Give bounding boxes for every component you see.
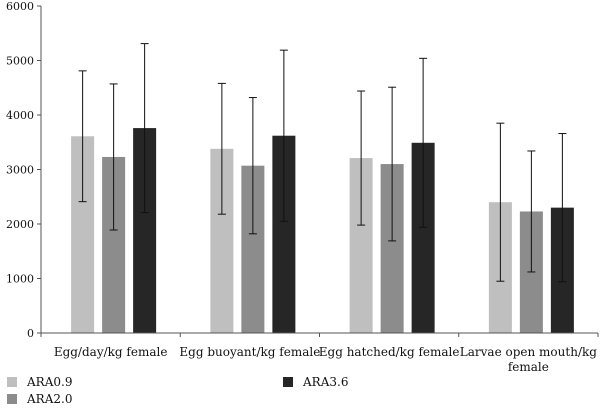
y-tick-label: 3000 (6, 164, 34, 177)
bar-ara0-9 (71, 136, 95, 333)
axis-labels: 0 1000 2000 3000 4000 5000 6000 Egg/day/kg fema… (6, 0, 597, 374)
y-tick-label: 6000 (6, 0, 34, 13)
y-tick-label: 2000 (6, 218, 34, 231)
legend-label-ara3-6: ARA3.6 (302, 375, 348, 389)
bar-ara0-9 (210, 148, 234, 333)
bars-group (71, 128, 574, 333)
bar-ara3-6 (272, 135, 296, 333)
legend-swatch-ara2-0 (7, 394, 17, 404)
bar-ara2-0 (380, 164, 404, 333)
y-tick-label: 0 (27, 327, 34, 340)
x-category-label: Egg/day/kg female (54, 345, 168, 359)
legend-label-ara2-0: ARA2.0 (26, 392, 72, 406)
bar-ara3-6 (133, 128, 157, 333)
x-category-label: Egg buoyant/kg female (179, 345, 320, 359)
legend-swatch-ara3-6 (283, 377, 293, 387)
x-category-label: Egg hatched/kg female (319, 345, 460, 359)
y-tick-label: 5000 (6, 55, 34, 68)
bar-ara3-6 (411, 142, 435, 333)
error-bars-group (78, 43, 567, 283)
axes (37, 5, 599, 337)
legend: ARA0.9 ARA2.0 ARA3.6 (7, 375, 348, 406)
y-tick-label: 4000 (6, 109, 34, 122)
bar-ara2-0 (241, 165, 265, 333)
y-tick-label: 1000 (6, 273, 34, 286)
x-category-label: Larvae open mouth/kg female (460, 345, 597, 374)
legend-label-ara0-9: ARA0.9 (26, 375, 72, 389)
bar-ara2-0 (102, 156, 126, 333)
legend-swatch-ara0-9 (7, 377, 17, 387)
bar-ara0-9 (349, 158, 373, 333)
